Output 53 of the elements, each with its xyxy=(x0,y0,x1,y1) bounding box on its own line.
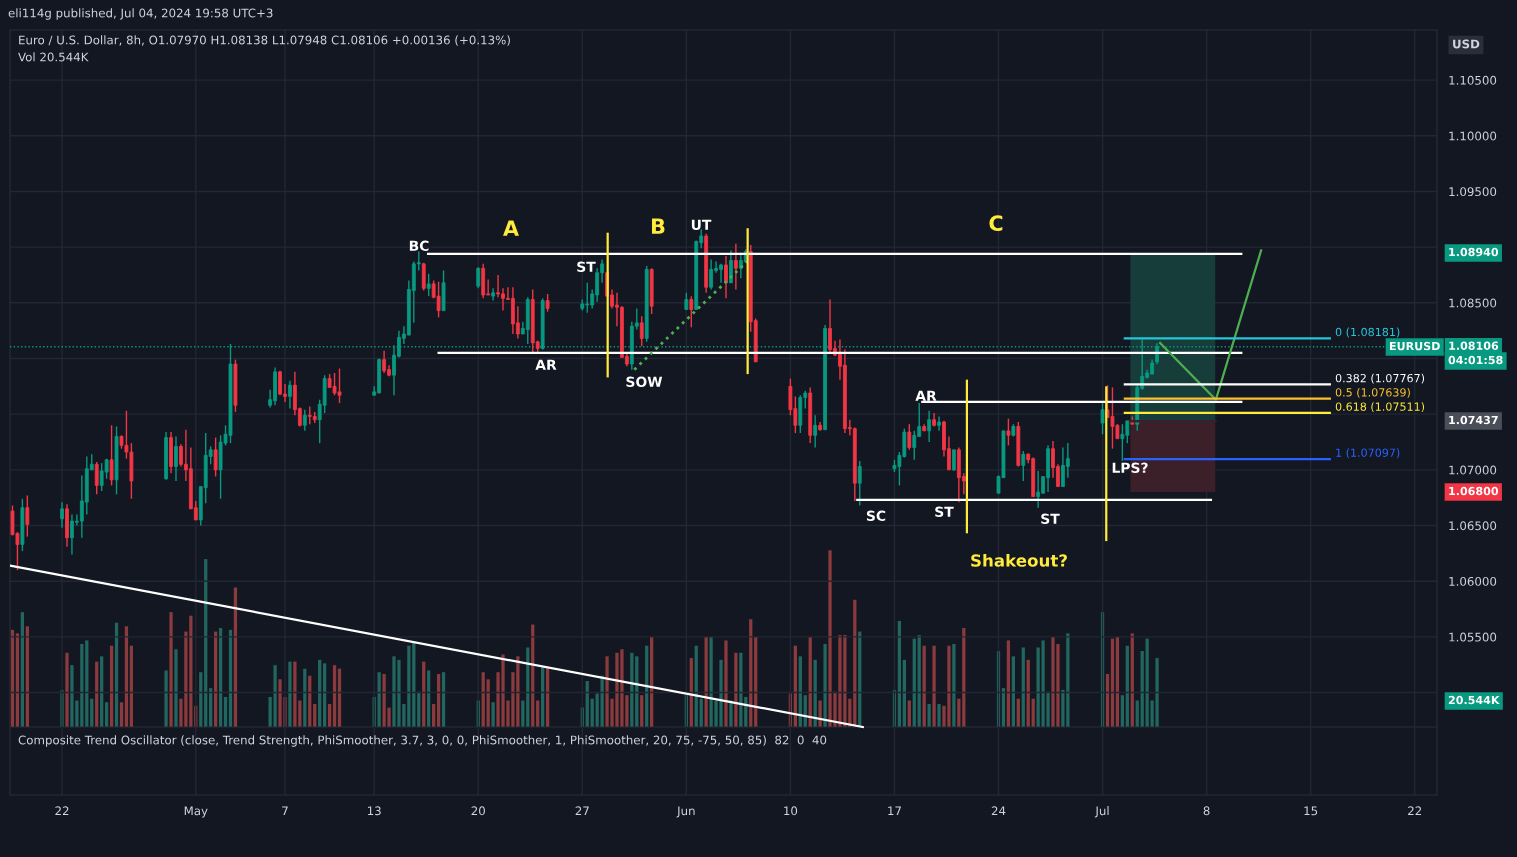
annotation: EURUSD xyxy=(1390,341,1440,351)
x-tick-label: 8 xyxy=(1203,806,1210,816)
x-tick-label: 24 xyxy=(991,806,1006,816)
annotation: SC xyxy=(866,510,886,522)
text: 1.07437 xyxy=(1449,415,1498,425)
x-tick-label: 27 xyxy=(575,806,589,816)
x-tick-label: 13 xyxy=(367,806,381,816)
y-tick-label: 1.08500 xyxy=(1449,298,1497,308)
annotation: BC xyxy=(409,240,429,252)
annotation: UT xyxy=(691,219,712,231)
x-tick-label: 22 xyxy=(1408,806,1422,816)
x-tick-label: 15 xyxy=(1304,806,1318,816)
x-tick-label: Jul xyxy=(1094,806,1109,818)
text: 20.544K xyxy=(1448,695,1500,705)
series-label: 0.5 (1.07639) xyxy=(1335,387,1410,398)
annotation: ST xyxy=(1041,513,1060,525)
x-tick-label: May xyxy=(184,806,208,818)
x-tick-label: 17 xyxy=(888,806,901,816)
y-tick-label: 1.10000 xyxy=(1449,131,1497,141)
text: 04:01:58 xyxy=(1448,355,1503,365)
y-tick-label: 1.07000 xyxy=(1449,465,1497,475)
annotation: B xyxy=(651,218,665,234)
x-tick-label: 20 xyxy=(471,806,485,816)
annotation: AR xyxy=(915,390,937,401)
chart-title: Euro / U.S. Dollar, 8h, O1.07970 H1.08138 L1.07948 C1.08106 +0.00136 (+0.13%) xyxy=(19,35,510,46)
x-tick-label: Jun xyxy=(676,806,695,818)
series-label: 1 (1.07097) xyxy=(1336,448,1400,459)
y-tick-label: 1.06500 xyxy=(1449,521,1497,531)
x-tick-label: 22 xyxy=(55,806,69,816)
annotation: ST xyxy=(935,506,954,518)
annotation: C xyxy=(989,215,1003,232)
text: USD xyxy=(1453,39,1480,49)
x-tick-label: 7 xyxy=(282,806,288,816)
annotation: Composite Trend Oscillator (close, Trend Strength, PhiSmoother, 3.7, 3, 0, 0, PhiSmoother, 1, PhiSmoother, 20, 75, -75, 50, 85) 82 0 40 xyxy=(18,735,827,747)
y-tick-label: 1.05500 xyxy=(1449,632,1497,642)
annotation: LPS? xyxy=(1112,462,1148,474)
annotation: Shakeout? xyxy=(971,553,1067,567)
ref-line-label: 1.08106 xyxy=(1449,341,1499,350)
text: eli114g published, Jul 04, 2024 19:58 UTC+3 xyxy=(8,8,273,20)
text: 1.06800 xyxy=(1449,486,1499,496)
annotation: AR xyxy=(535,359,557,370)
y-tick-label: 1.10500 xyxy=(1449,75,1497,85)
annotation: SOW xyxy=(626,376,663,388)
series-label: 0 (1.08181) xyxy=(1335,327,1400,338)
text: 1.08940 xyxy=(1449,247,1499,257)
text: Vol 20.544K xyxy=(18,52,89,62)
annotation: A xyxy=(503,220,519,236)
series-label: 0.618 (1.07511) xyxy=(1335,402,1425,413)
y-tick-label: 1.06000 xyxy=(1449,576,1497,586)
x-tick-label: 10 xyxy=(784,806,798,816)
y-tick-label: 1.09500 xyxy=(1449,187,1497,197)
annotation: ST xyxy=(577,261,596,273)
series-label: 0.382 (1.07767) xyxy=(1335,373,1425,384)
